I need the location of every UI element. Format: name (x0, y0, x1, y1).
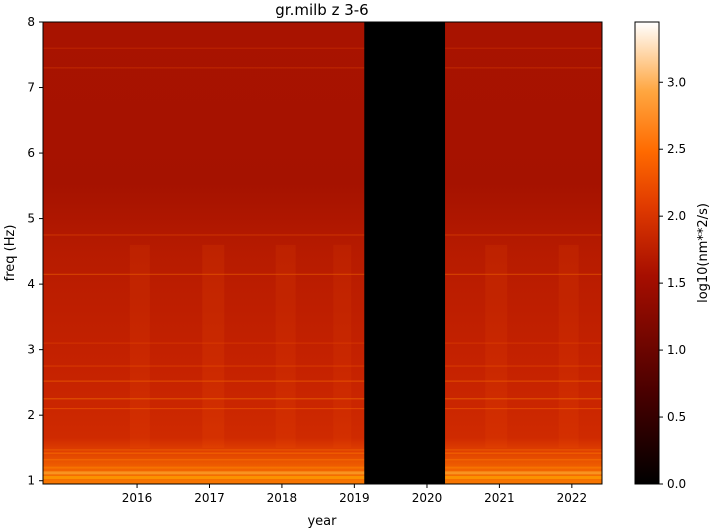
colorbar-tick-label: 2.0 (667, 209, 686, 223)
spectral-line (43, 466, 602, 469)
spectral-line (43, 459, 602, 461)
spectral-line (43, 452, 602, 454)
spectral-line (43, 471, 602, 475)
spectral-line (43, 47, 602, 49)
colorbar (634, 21, 660, 485)
x-tick-label: 2021 (484, 491, 515, 505)
x-tick-label: 2019 (339, 491, 370, 505)
plot-area (43, 22, 602, 484)
plot-frame (42, 21, 603, 485)
y-axis: 1 2 3 4 5 6 7 8 (27, 15, 43, 488)
colorbar-tick-label: 1.5 (667, 276, 686, 290)
seasonal-band (558, 244, 579, 448)
x-axis: 2016 2017 2018 2019 2020 2021 2022 (122, 484, 587, 505)
y-tick-label: 8 (27, 15, 35, 29)
colorbar-tick-label: 2.5 (667, 142, 686, 156)
y-tick-label: 2 (27, 408, 35, 422)
x-tick-label: 2018 (267, 491, 298, 505)
seasonal-band (333, 244, 352, 448)
colorbar-axis: 0.0 0.5 1.0 1.5 2.0 2.5 3.0 (659, 75, 686, 491)
seasonal-band (202, 244, 225, 448)
colorbar-tick-label: 0.5 (667, 410, 686, 424)
spectral-line (43, 475, 602, 479)
y-tick-label: 1 (27, 474, 35, 488)
spectrogram-image (43, 22, 602, 484)
y-tick-label: 3 (27, 343, 35, 357)
spectral-line (43, 380, 602, 382)
colorbar-label: log10(nm**2/s) (696, 203, 711, 303)
spectral-lines (43, 47, 602, 479)
y-axis-label: freq (Hz) (3, 225, 18, 282)
colorbar-tick-label: 1.0 (667, 343, 686, 357)
y-tick-label: 5 (27, 212, 35, 226)
x-tick-label: 2020 (412, 491, 443, 505)
spectral-line (43, 449, 602, 451)
x-tick-label: 2016 (122, 491, 153, 505)
spectral-line (43, 365, 602, 367)
seasonal-band (275, 244, 296, 448)
spectral-line (43, 234, 602, 236)
spectral-line (43, 398, 602, 400)
x-tick-label: 2022 (557, 491, 588, 505)
y-tick-label: 4 (27, 277, 35, 291)
x-axis-label: year (307, 514, 337, 529)
spectral-line (43, 342, 602, 344)
colorbar-tick-label: 0.0 (667, 477, 686, 491)
spectral-line (43, 408, 602, 410)
spectral-line (43, 273, 602, 275)
spectral-line (43, 67, 602, 69)
y-tick-label: 6 (27, 146, 35, 160)
data-gap-band (364, 22, 446, 484)
chart-title: gr.milb z 3-6 (275, 1, 368, 19)
x-tick-label: 2017 (194, 491, 225, 505)
y-tick-label: 7 (27, 81, 35, 95)
colorbar-tick-label: 3.0 (667, 75, 686, 89)
seasonal-band (129, 244, 150, 448)
seasonal-band (485, 244, 508, 448)
